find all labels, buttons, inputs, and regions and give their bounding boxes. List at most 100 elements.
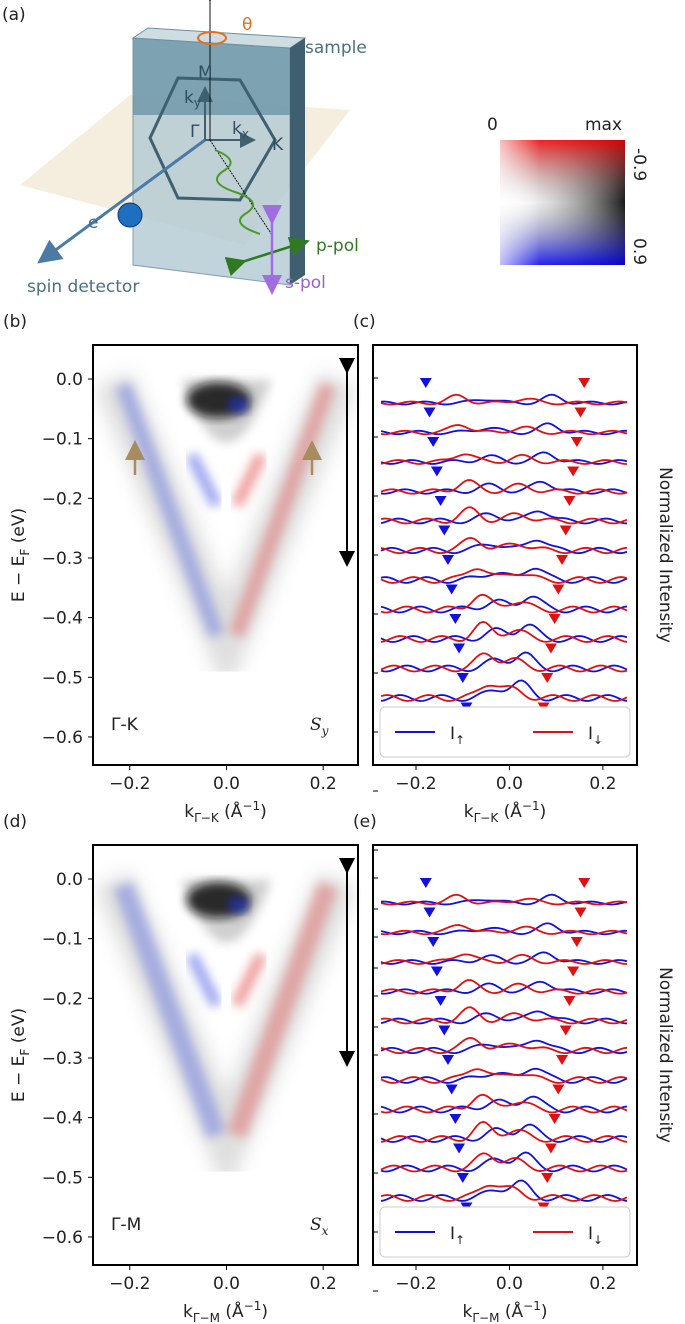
label-part: ↑ <box>455 1233 465 1247</box>
label-part: −1 <box>523 1299 541 1313</box>
curve <box>380 536 628 555</box>
brillouin-zone <box>148 76 277 202</box>
marker-triangle <box>445 1084 458 1095</box>
label: x <box>242 127 249 141</box>
label-part: I <box>588 724 593 744</box>
y-tick-label: 0.0 <box>56 870 83 890</box>
curve <box>380 568 628 584</box>
curve <box>380 422 628 436</box>
plot-frame <box>92 844 359 1266</box>
marker-triangle <box>456 673 469 683</box>
marker-triangle <box>430 966 443 977</box>
label: - <box>98 210 102 224</box>
label: spin detector <box>27 277 139 297</box>
rotation <box>197 31 227 45</box>
band <box>113 881 226 1139</box>
marker-triangle <box>419 378 432 388</box>
curve <box>380 1039 628 1055</box>
band <box>115 382 224 638</box>
label-part: Γ−K <box>474 811 500 825</box>
label-part: x <box>322 1224 329 1238</box>
marker-triangle <box>449 1114 462 1124</box>
curve <box>380 1036 628 1055</box>
label-part: −1 <box>522 799 540 813</box>
marker-triangle <box>574 907 587 918</box>
marker-triangle <box>541 1173 554 1183</box>
curve <box>380 1010 628 1025</box>
label: kx <box>232 119 249 141</box>
x-tick-label: −0.2 <box>109 774 150 794</box>
marker-triangle <box>578 378 591 388</box>
marker-triangle <box>570 937 583 947</box>
label: ky <box>184 88 201 110</box>
marker-triangle <box>441 1055 454 1065</box>
label-part: k <box>464 802 474 822</box>
marker-triangle <box>567 466 580 477</box>
curve <box>380 979 628 995</box>
plot-frame <box>92 344 359 766</box>
electron <box>117 202 143 228</box>
marker-triangle <box>430 466 443 477</box>
panel-label: (c) <box>353 312 376 332</box>
panel-label: (d) <box>3 812 27 832</box>
x-tick-label: 0.2 <box>310 774 337 794</box>
label: θ <box>242 15 252 35</box>
region-label: Γ-M <box>111 1215 141 1235</box>
curve <box>380 679 628 702</box>
curve <box>380 506 628 525</box>
marker-triangle <box>563 996 576 1006</box>
curve <box>380 1184 628 1202</box>
label: k <box>232 119 242 139</box>
colorbar-label: 0.9 <box>629 238 649 265</box>
curves <box>380 378 628 732</box>
label: sample <box>305 38 367 58</box>
label-part: (Å <box>220 1300 244 1322</box>
label-part: ) <box>260 802 267 822</box>
label-part: (Å <box>499 1300 523 1322</box>
colorbar-label: 0 <box>487 115 498 135</box>
curve <box>380 453 628 465</box>
marker-triangle <box>453 643 466 654</box>
y-tick-label: −0.1 <box>42 930 83 950</box>
curve <box>380 652 628 673</box>
label-part: I <box>450 724 455 744</box>
marker-triangle <box>544 643 557 654</box>
x-tick-label: 0.0 <box>213 774 240 794</box>
y-tick-label: −0.6 <box>42 1228 83 1248</box>
band <box>228 397 249 413</box>
legend-label: I↓ <box>588 1224 603 1247</box>
curve <box>380 393 628 406</box>
y-tick-label: 0.0 <box>56 370 83 390</box>
band <box>228 382 336 638</box>
marker-triangle <box>423 907 436 918</box>
label-part: Γ−M <box>472 1311 499 1324</box>
label: y <box>194 96 201 110</box>
marker-triangle <box>453 1143 466 1154</box>
marker-triangle <box>541 673 554 683</box>
axis-label: kΓ−M (Å−1) <box>463 1299 548 1324</box>
curve <box>380 451 628 465</box>
curve <box>380 893 628 906</box>
curve <box>380 1006 628 1025</box>
curve <box>380 623 628 643</box>
curve <box>380 479 628 495</box>
label-part: k <box>463 1302 473 1322</box>
label: K <box>272 135 284 155</box>
label-part: I <box>588 1224 593 1244</box>
label-part: k <box>183 1302 193 1322</box>
band <box>228 897 249 913</box>
band <box>186 452 222 508</box>
y-tick-label: −0.5 <box>42 668 83 688</box>
axis-label: E − EF (eV) <box>9 1008 32 1102</box>
curve <box>380 539 628 555</box>
legend-label: I↑ <box>450 1224 465 1247</box>
legend <box>379 1206 631 1258</box>
spectral-map <box>94 872 357 1265</box>
curve <box>380 593 628 614</box>
band <box>231 952 267 1008</box>
panel-label: (b) <box>3 312 27 332</box>
label-part: (Å <box>498 800 522 822</box>
y-tick-label: −0.2 <box>42 989 83 1009</box>
label: s-pol <box>285 273 326 293</box>
x-tick-label: 0.2 <box>589 774 616 794</box>
